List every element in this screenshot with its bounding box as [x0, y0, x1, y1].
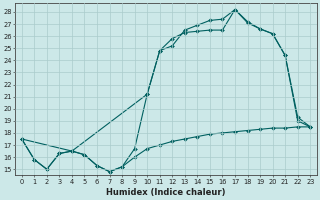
X-axis label: Humidex (Indice chaleur): Humidex (Indice chaleur) — [106, 188, 226, 197]
